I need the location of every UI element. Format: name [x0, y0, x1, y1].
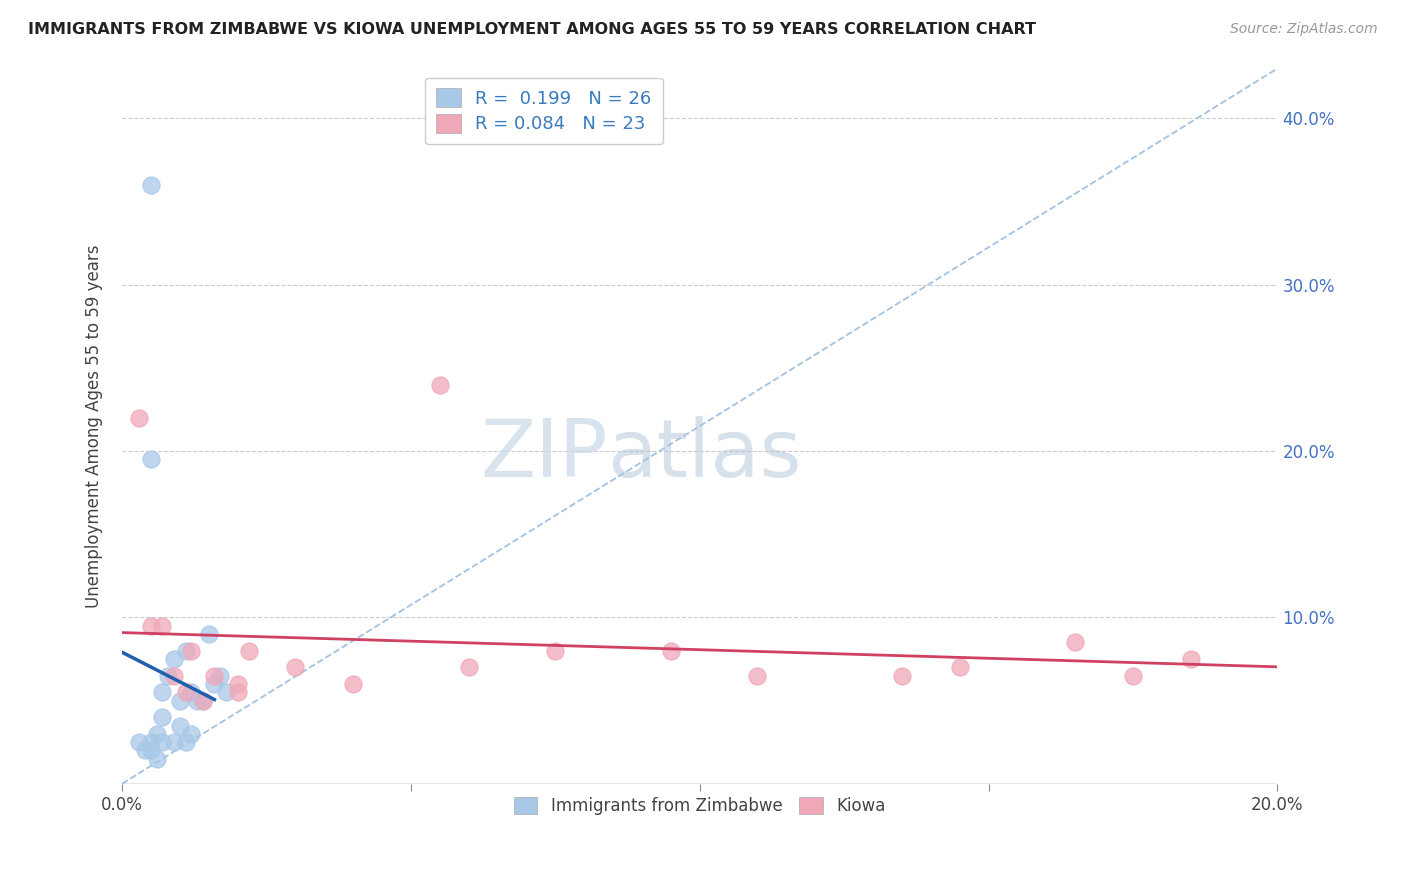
Point — [659, 643, 682, 657]
Point — [429, 377, 451, 392]
Point — [1122, 668, 1144, 682]
Point — [152, 618, 174, 632]
Point — [238, 643, 260, 657]
Point — [169, 718, 191, 732]
Point — [134, 743, 156, 757]
Point — [180, 643, 202, 657]
Point — [191, 693, 214, 707]
Point — [226, 677, 249, 691]
Point — [174, 735, 197, 749]
Point — [1064, 635, 1087, 649]
Point — [152, 735, 174, 749]
Text: IMMIGRANTS FROM ZIMBABWE VS KIOWA UNEMPLOYMENT AMONG AGES 55 TO 59 YEARS CORRELA: IMMIGRANTS FROM ZIMBABWE VS KIOWA UNEMPL… — [28, 22, 1036, 37]
Point — [139, 618, 162, 632]
Point — [139, 452, 162, 467]
Point — [128, 735, 150, 749]
Point — [180, 685, 202, 699]
Point — [890, 668, 912, 682]
Point — [152, 685, 174, 699]
Point — [145, 752, 167, 766]
Point — [342, 677, 364, 691]
Point — [174, 685, 197, 699]
Point — [152, 710, 174, 724]
Point — [163, 668, 186, 682]
Point — [180, 727, 202, 741]
Point — [145, 727, 167, 741]
Point — [186, 693, 208, 707]
Point — [163, 735, 186, 749]
Point — [215, 685, 238, 699]
Point — [157, 668, 180, 682]
Y-axis label: Unemployment Among Ages 55 to 59 years: Unemployment Among Ages 55 to 59 years — [86, 244, 103, 607]
Point — [139, 735, 162, 749]
Point — [169, 693, 191, 707]
Point — [226, 685, 249, 699]
Point — [139, 178, 162, 192]
Point — [209, 668, 232, 682]
Point — [1180, 652, 1202, 666]
Point — [284, 660, 307, 674]
Point — [163, 652, 186, 666]
Point — [204, 677, 226, 691]
Point — [457, 660, 479, 674]
Point — [197, 627, 219, 641]
Text: atlas: atlas — [607, 416, 801, 494]
Text: Source: ZipAtlas.com: Source: ZipAtlas.com — [1230, 22, 1378, 37]
Point — [139, 743, 162, 757]
Point — [949, 660, 972, 674]
Point — [128, 410, 150, 425]
Point — [174, 643, 197, 657]
Point — [747, 668, 769, 682]
Point — [191, 693, 214, 707]
Legend: Immigrants from Zimbabwe, Kiowa: Immigrants from Zimbabwe, Kiowa — [505, 788, 896, 825]
Text: ZIP: ZIP — [479, 416, 607, 494]
Point — [544, 643, 567, 657]
Point — [204, 668, 226, 682]
